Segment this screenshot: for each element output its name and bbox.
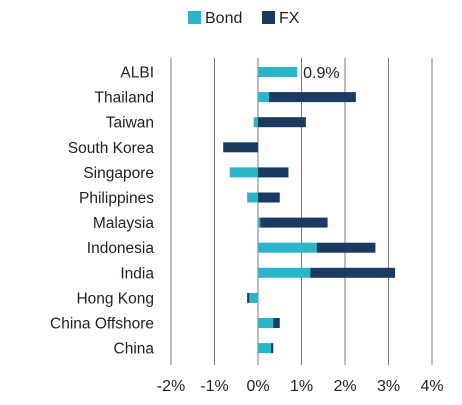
category-label-malaysia: Malaysia — [93, 215, 155, 232]
bar-bond-china-offshore — [258, 318, 274, 328]
bar-bond-indonesia — [258, 242, 317, 253]
bar-bond-china — [258, 343, 272, 354]
legend-swatch-fx — [262, 11, 275, 24]
x-tick-label: 0% — [246, 378, 269, 395]
bar-bond-philippines — [247, 192, 258, 203]
x-tick-labels: -2% -1% 0% 1% 2% 3% 4% — [157, 378, 444, 395]
x-tick-label: 4% — [420, 378, 443, 395]
data-labels: 0.9% — [303, 65, 339, 82]
bar-fx-taiwan — [258, 117, 306, 128]
bar-fx-singapore — [258, 167, 289, 178]
category-label-china: China — [114, 341, 155, 358]
bar-fx-india — [310, 267, 396, 278]
category-label-taiwan: Taiwan — [106, 115, 154, 132]
category-label-albi: ALBI — [120, 65, 154, 82]
bar-bond-singapore — [229, 167, 258, 178]
category-label-china-offshore: China Offshore — [50, 316, 154, 333]
bar-fx-china — [271, 343, 274, 354]
bar-fx-thailand — [268, 92, 356, 103]
data-label-albi: 0.9% — [303, 65, 339, 82]
legend-swatch-bond — [188, 11, 201, 24]
bar-bond-albi — [258, 67, 298, 77]
category-label-hong-kong: Hong Kong — [76, 290, 154, 307]
bar-bond-malaysia — [258, 217, 261, 228]
gridlines — [170, 58, 433, 365]
bars — [223, 67, 396, 354]
legend-label-bond: Bond — [205, 10, 242, 27]
bar-bond-thailand — [258, 92, 269, 103]
category-label-south-korea: South Korea — [68, 140, 155, 157]
x-tick-label: 3% — [377, 378, 400, 395]
bar-bond-taiwan — [253, 117, 258, 128]
x-tick-label: 2% — [333, 378, 356, 395]
x-tick-label: -2% — [157, 378, 185, 395]
legend: Bond FX — [188, 10, 300, 27]
bar-fx-china-offshore — [273, 318, 280, 328]
x-tick-label: 1% — [290, 378, 313, 395]
category-labels: ALBI Thailand Taiwan South Korea Singapore Ph… — [50, 65, 154, 358]
bar-bond-india — [258, 267, 311, 278]
category-label-thailand: Thailand — [95, 90, 154, 107]
legend-label-fx: FX — [279, 10, 300, 27]
bar-fx-south-korea — [223, 142, 258, 153]
category-label-india: India — [120, 265, 154, 282]
bar-fx-malaysia — [260, 217, 328, 228]
category-label-singapore: Singapore — [83, 165, 154, 182]
x-tick-label: -1% — [200, 378, 228, 395]
bar-fx-philippines — [258, 192, 280, 203]
category-label-philippines: Philippines — [79, 190, 154, 207]
bar-bond-hong-kong — [249, 292, 258, 303]
bar-fx-indonesia — [316, 242, 376, 253]
category-label-indonesia: Indonesia — [87, 240, 155, 257]
bar-fx-hong-kong — [247, 292, 250, 303]
